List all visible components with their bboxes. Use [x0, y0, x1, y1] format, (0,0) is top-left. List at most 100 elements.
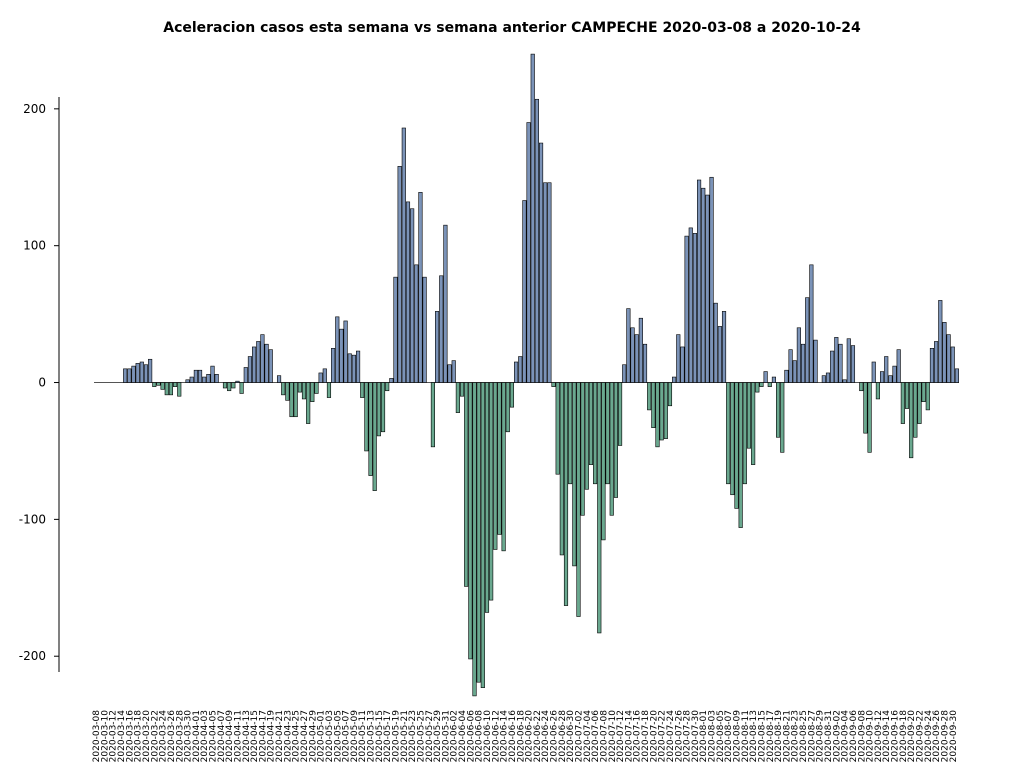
bar-positive	[672, 376, 677, 383]
x-tick-label: 2020-04-21	[275, 710, 285, 762]
x-tick-label: 2020-06-20	[525, 710, 535, 763]
bar-positive	[197, 369, 203, 383]
bar-positive	[268, 349, 273, 383]
x-tick-label: 2020-07-06	[591, 710, 601, 763]
x-tick-label: 2020-09-20	[907, 710, 917, 763]
x-tick-label: 2020-03-28	[175, 710, 185, 763]
y-tick-label: -200	[19, 649, 46, 663]
x-tick-label: 2020-08-17	[766, 710, 776, 762]
bar-positive	[518, 356, 523, 383]
bar-positive	[796, 327, 801, 383]
x-tick-label: 2020-04-03	[200, 710, 210, 762]
x-tick-label: 2020-06-12	[491, 710, 501, 762]
x-tick-label: 2020-08-23	[791, 710, 801, 762]
bar-positive	[543, 182, 548, 383]
bar-positive	[821, 375, 826, 383]
bar-negative	[497, 382, 502, 535]
x-tick-label: 2020-07-08	[599, 710, 609, 763]
bar-negative	[297, 382, 302, 393]
bar-positive	[684, 235, 689, 383]
x-tick-label: 2020-03-12	[109, 710, 119, 762]
bar-positive	[626, 308, 631, 383]
x-tick-label: 2020-04-09	[225, 710, 235, 763]
x-tick-label: 2020-08-03	[708, 710, 718, 762]
bar-positive	[210, 365, 215, 383]
x-tick-label: 2020-08-05	[716, 710, 726, 762]
bar-negative	[726, 382, 731, 485]
x-tick-label: 2020-07-28	[683, 710, 693, 763]
bar-negative	[663, 382, 668, 439]
bar-positive	[247, 356, 253, 383]
bar-negative	[651, 382, 656, 428]
bar-positive	[139, 361, 144, 383]
bar-negative	[156, 382, 161, 386]
x-tick-label: 2020-03-26	[167, 710, 177, 763]
x-tick-label: 2020-07-30	[691, 710, 701, 763]
bar-positive	[838, 343, 843, 383]
x-tick-label: 2020-08-13	[749, 710, 759, 762]
bar-negative	[464, 382, 469, 587]
x-tick-label: 2020-04-29	[308, 710, 318, 763]
x-tick-label: 2020-09-24	[924, 710, 934, 763]
x-tick-label: 2020-05-09	[350, 710, 360, 763]
x-tick-label: 2020-08-01	[699, 710, 709, 762]
x-tick-label: 2020-08-19	[774, 710, 784, 763]
bar-negative	[459, 382, 465, 397]
bar-negative	[505, 382, 510, 433]
bar-positive	[339, 328, 344, 383]
x-tick-label: 2020-05-21	[400, 710, 410, 762]
bar-positive	[439, 275, 444, 383]
bar-positive	[522, 200, 527, 383]
x-tick-label: 2020-07-20	[649, 710, 659, 763]
x-tick-label: 2020-06-06	[466, 710, 476, 763]
x-tick-label: 2020-07-22	[658, 710, 668, 762]
bar-positive	[264, 343, 269, 383]
bar-positive	[896, 349, 901, 383]
x-tick-label: 2020-03-30	[184, 710, 194, 763]
x-tick-label: 2020-08-27	[807, 710, 817, 762]
bar-negative	[293, 382, 298, 418]
bar-negative	[559, 382, 564, 556]
x-tick-label: 2020-09-12	[874, 710, 884, 762]
x-tick-label: 2020-09-30	[949, 710, 959, 763]
bar-positive	[538, 142, 544, 383]
bar-positive	[322, 368, 327, 383]
bar-positive	[630, 327, 635, 383]
bar-positive	[934, 341, 939, 383]
x-tick-label: 2020-06-26	[550, 710, 560, 763]
x-tick-label: 2020-09-14	[882, 710, 892, 763]
x-tick-label: 2020-04-05	[209, 710, 219, 762]
x-tick-label: 2020-07-14	[624, 710, 634, 763]
x-tick-label: 2020-05-19	[392, 710, 402, 763]
bar-negative	[913, 382, 918, 438]
x-tick-label: 2020-09-16	[891, 710, 901, 763]
bar-positive	[256, 341, 261, 383]
bar-negative	[476, 382, 481, 683]
bar-negative	[875, 382, 880, 400]
bar-negative	[239, 382, 244, 394]
bar-negative	[667, 382, 673, 407]
bar-positive	[942, 322, 947, 383]
bar-positive	[135, 363, 140, 383]
bar-positive	[680, 346, 685, 383]
bar-positive	[447, 364, 452, 383]
bar-positive	[335, 316, 340, 383]
bar-positive	[422, 276, 427, 383]
x-tick-label: 2020-07-10	[608, 710, 618, 763]
bar-negative	[222, 382, 228, 389]
bar-positive	[763, 371, 768, 383]
bar-negative	[493, 382, 498, 550]
x-tick-label: 2020-03-24	[159, 710, 169, 763]
bar-negative	[289, 382, 294, 418]
bar-negative	[306, 382, 311, 424]
bar-negative	[925, 382, 930, 411]
bar-negative	[859, 382, 864, 392]
x-tick-label: 2020-06-22	[533, 710, 543, 762]
bar-positive	[206, 374, 211, 383]
bar-positive	[692, 233, 697, 383]
x-tick-label: 2020-09-18	[899, 710, 909, 763]
bar-positive	[526, 122, 531, 383]
bar-negative	[921, 382, 926, 402]
bar-negative	[867, 382, 872, 453]
x-tick-label: 2020-04-19	[267, 710, 277, 763]
